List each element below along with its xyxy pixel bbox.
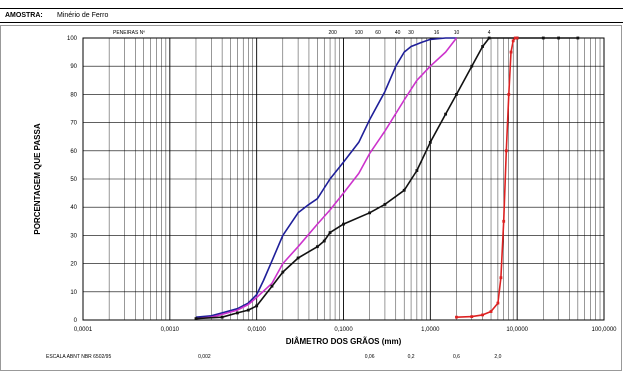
series-point-3	[255, 304, 259, 308]
series-point-4	[481, 313, 485, 317]
y-tick-label: 60	[70, 149, 77, 155]
y-tick-label: 40	[70, 205, 77, 211]
series-point-4	[513, 36, 517, 40]
series-point-4	[511, 39, 515, 43]
series-point-3	[270, 284, 274, 288]
sieve-label: 30	[408, 30, 414, 36]
series-point-3	[236, 311, 239, 315]
series-point-4	[470, 315, 474, 319]
y-axis-title: PORCENTAGEM QUE PASSA	[33, 123, 42, 234]
y-tick-label: 30	[70, 233, 77, 239]
x-tick-label: 100,0000	[591, 327, 617, 333]
y-tick-label: 100	[67, 36, 78, 42]
x-tick-label: 10,0000	[506, 327, 528, 333]
y-tick-label: 10	[70, 290, 77, 296]
series-point-4	[499, 276, 503, 280]
series-point-4	[504, 149, 508, 153]
series-point-3	[415, 169, 419, 172]
sieve-label: 16	[434, 30, 440, 36]
scale-mark-label: 2,0	[494, 354, 501, 360]
y-tick-label: 70	[70, 121, 77, 127]
x-tick-label: 0,0010	[161, 327, 180, 333]
x-tick-label: 0,1000	[334, 327, 353, 333]
series-point-3	[368, 211, 372, 215]
sieve-label: 200	[328, 30, 337, 36]
sample-value: Minério de Ferro	[57, 12, 109, 19]
series-point-4	[515, 36, 519, 40]
series-line-2	[195, 37, 458, 320]
series-point-4	[507, 93, 511, 96]
series-point-4	[496, 301, 500, 305]
x-tick-label: 1,0000	[421, 327, 440, 333]
scale-mark-label: 0,002	[198, 354, 211, 360]
series-point-3	[481, 45, 485, 48]
series-line-1	[195, 37, 457, 318]
sieve-label: 10	[454, 30, 460, 36]
series-point-3	[383, 202, 387, 206]
series-point-3	[246, 308, 250, 312]
scale-label: ESCALA ABNT NBR 6502/95	[46, 354, 111, 360]
series-point-4	[489, 310, 493, 313]
series-point-3	[557, 36, 560, 40]
y-tick-label: 0	[74, 318, 78, 324]
y-tick-label: 50	[70, 177, 77, 183]
series-point-3	[444, 112, 448, 116]
series-point-3	[328, 231, 332, 234]
series-point-4	[455, 315, 458, 319]
chart-frame	[0, 25, 622, 371]
sieves-label: PENEIRAS Nº	[113, 30, 145, 36]
scale-mark-label: 0,06	[365, 354, 375, 360]
series-point-3	[455, 93, 458, 96]
series-point-3	[194, 317, 198, 320]
series-point-3	[220, 315, 224, 319]
sieve-label: 60	[375, 30, 381, 36]
series-point-3	[576, 36, 580, 40]
series-line-3	[195, 37, 578, 320]
x-tick-label: 0,0001	[74, 327, 93, 333]
series-point-4	[509, 50, 513, 54]
x-axis-title: DIÂMETRO DOS GRÃOS (mm)	[286, 337, 402, 346]
series-point-3	[487, 36, 491, 40]
series-point-3	[402, 188, 406, 192]
series-point-3	[541, 36, 545, 40]
y-tick-label: 90	[70, 64, 77, 70]
sieve-label: 100	[355, 30, 364, 36]
series-point-3	[342, 222, 345, 226]
series-point-3	[470, 64, 474, 68]
sieve-label: 40	[395, 30, 401, 36]
scale-mark-label: 0,2	[408, 354, 415, 360]
sample-bar: AMOSTRA: Minério de Ferro	[0, 8, 623, 23]
y-tick-label: 80	[70, 92, 77, 98]
series-point-3	[322, 239, 326, 243]
y-tick-label: 20	[70, 262, 77, 268]
series-point-3	[315, 245, 319, 249]
series-point-4	[502, 219, 506, 223]
series-point-3	[296, 256, 300, 260]
series-point-3	[428, 140, 432, 144]
sample-label: AMOSTRA:	[5, 12, 43, 19]
scale-mark-label: 0,6	[453, 354, 460, 360]
x-tick-label: 0,0100	[247, 327, 266, 333]
sieve-label: 4	[488, 30, 491, 36]
series-point-3	[281, 270, 285, 274]
